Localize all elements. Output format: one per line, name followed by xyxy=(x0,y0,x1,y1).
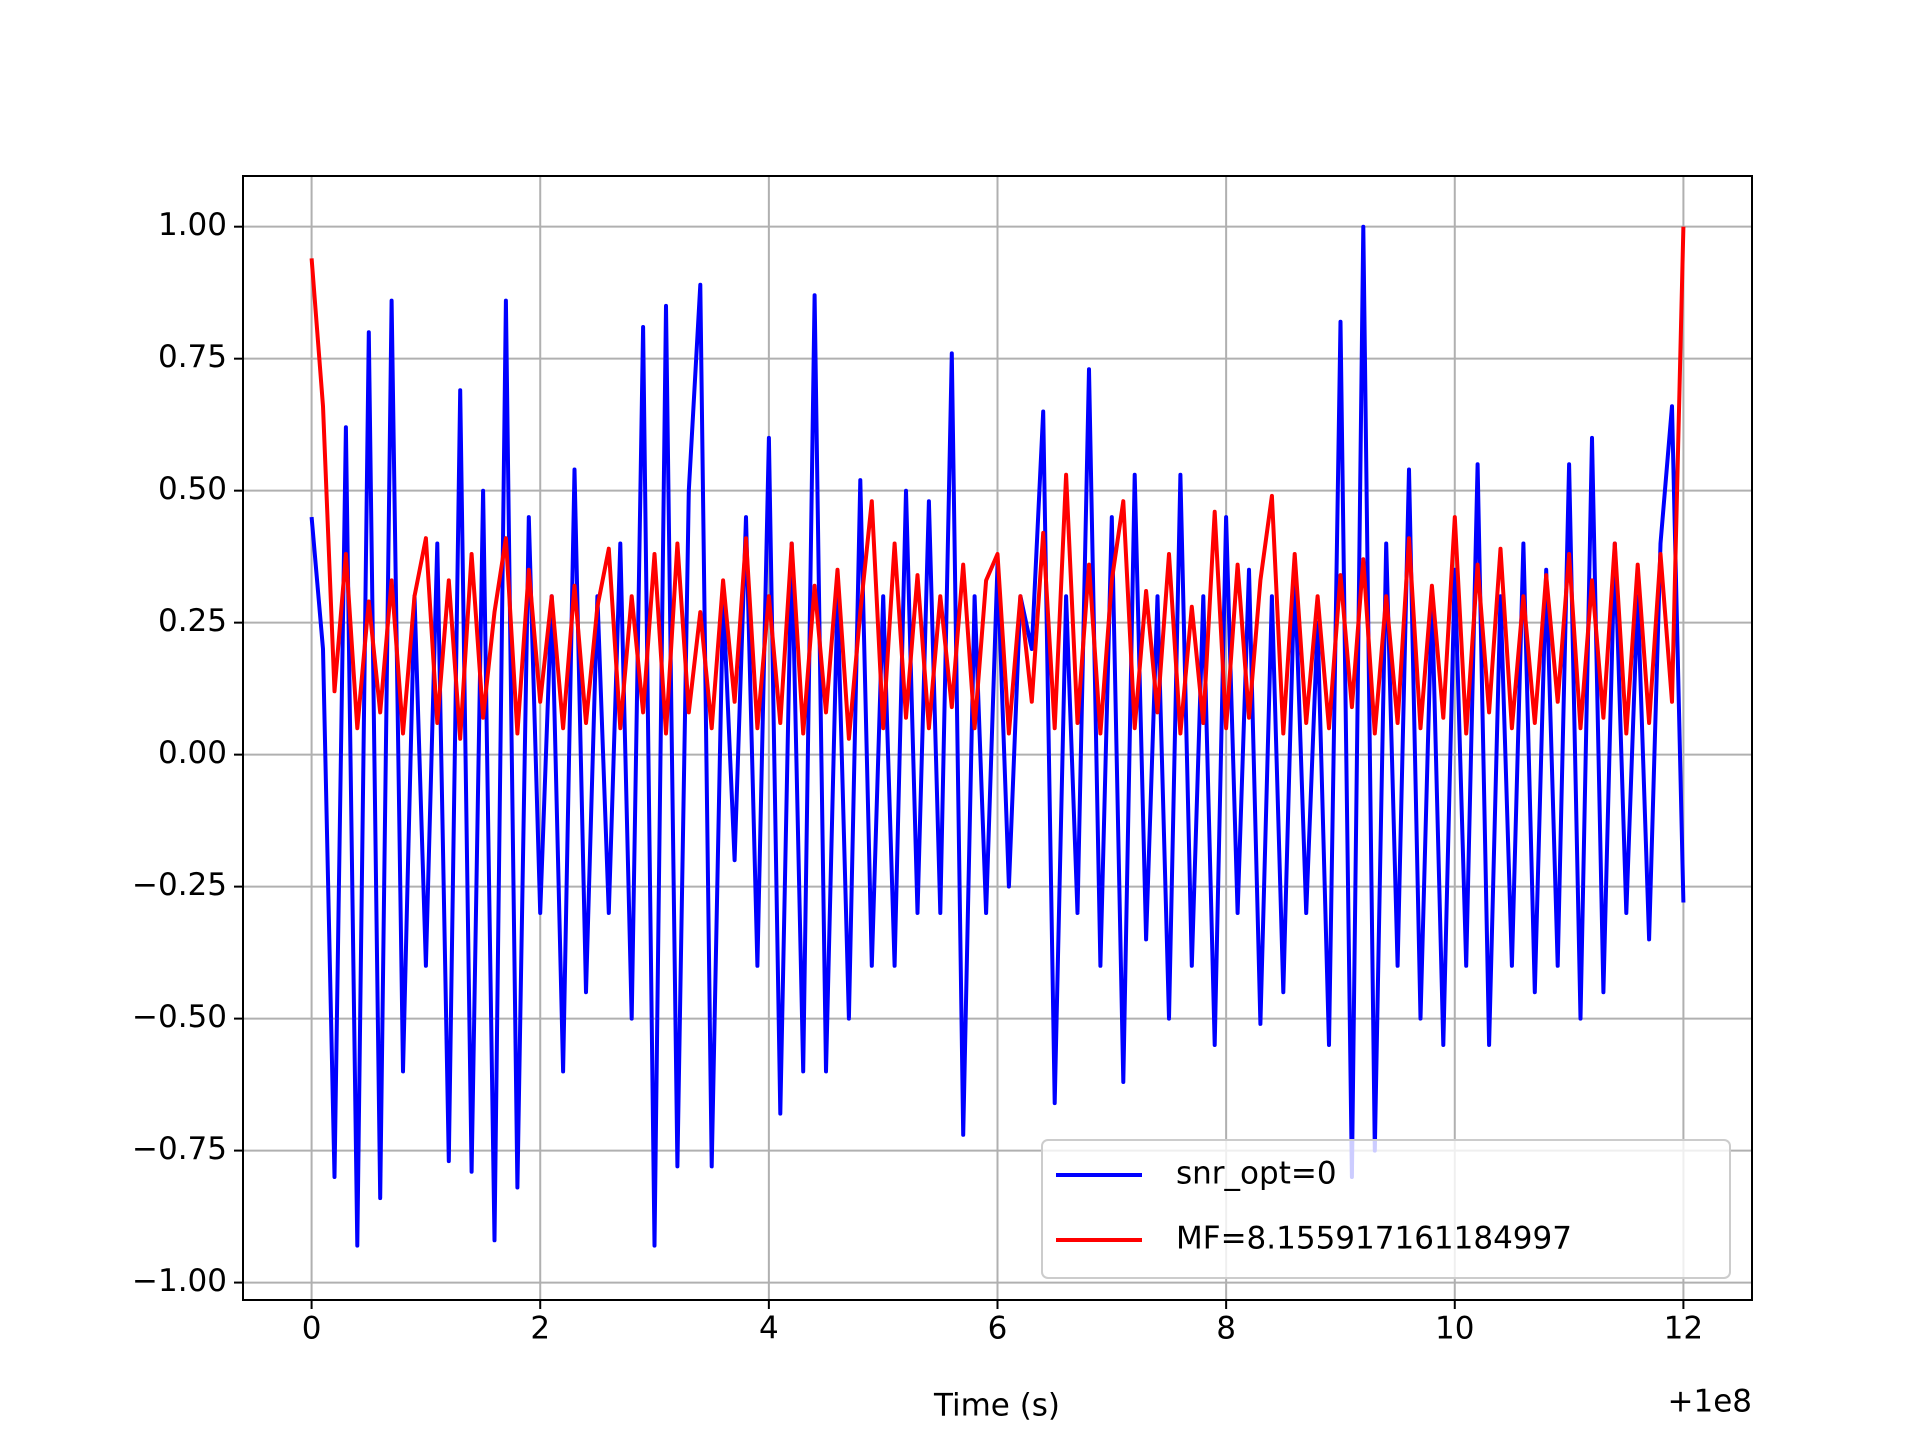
y-tick-label: −0.50 xyxy=(132,999,227,1035)
y-tick-label: −1.00 xyxy=(132,1263,227,1299)
y-tick-label: −0.25 xyxy=(132,867,227,903)
y-tick-label: 0.50 xyxy=(158,471,227,507)
plot-frame xyxy=(242,175,1753,1301)
y-tick-label: 0.25 xyxy=(158,603,227,639)
x-tick-label: 10 xyxy=(1435,1311,1474,1347)
x-tick-label: 0 xyxy=(302,1311,322,1347)
legend: snr_opt=0 MF=8.155917161184997 xyxy=(1041,1139,1731,1279)
series-line xyxy=(309,226,1686,741)
legend-box xyxy=(1041,1139,1731,1279)
x-offset-label: +1e8 xyxy=(1668,1384,1753,1420)
y-tick-label: 0.75 xyxy=(158,339,227,375)
legend-label: snr_opt=0 xyxy=(1176,1156,1337,1192)
x-tick-label: 2 xyxy=(530,1311,550,1347)
y-tick-label: 0.00 xyxy=(158,735,227,771)
x-tick-label: 4 xyxy=(759,1311,779,1347)
x-tick-label: 12 xyxy=(1664,1311,1703,1347)
y-tick-label: −0.75 xyxy=(132,1131,227,1167)
legend-label: MF=8.155917161184997 xyxy=(1176,1221,1572,1257)
x-tick-label: 6 xyxy=(988,1311,1008,1347)
x-axis-label: Time (s) xyxy=(933,1388,1060,1424)
y-tick-label: 1.00 xyxy=(158,207,227,243)
x-tick-label: 8 xyxy=(1216,1311,1236,1347)
